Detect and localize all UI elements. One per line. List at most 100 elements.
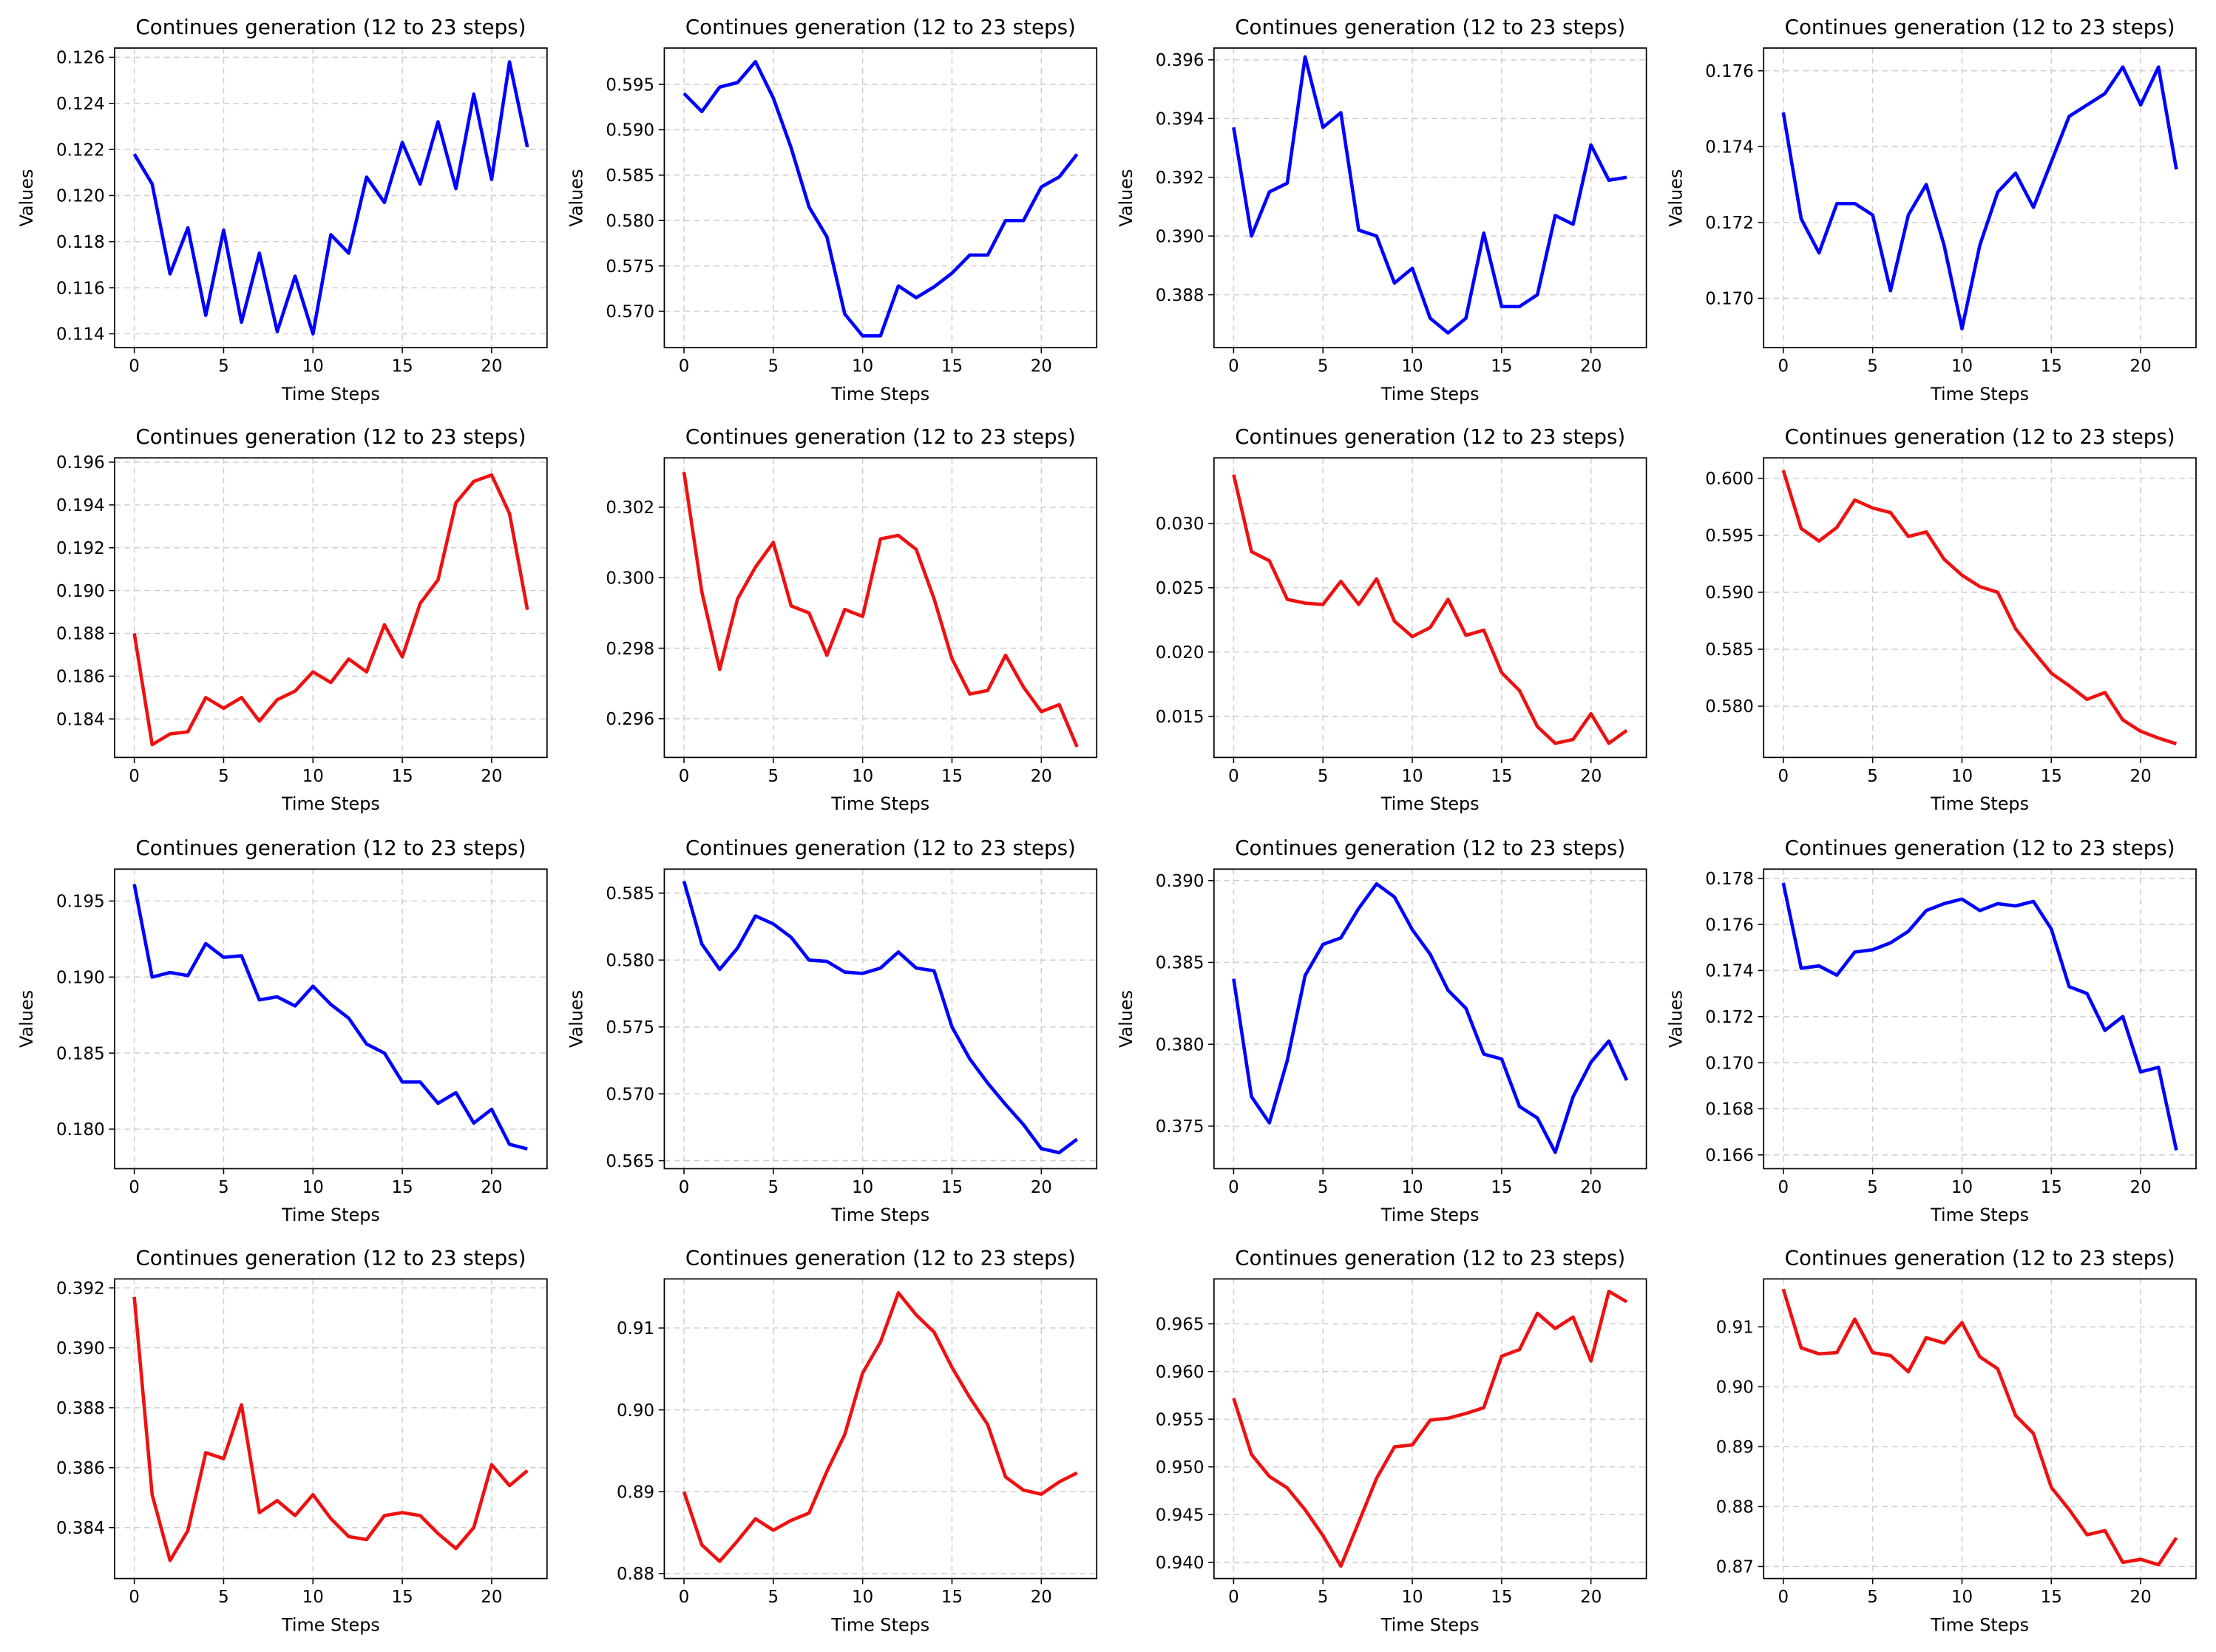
x-tick-label: 5 [768, 1178, 779, 1197]
y-tick-label: 0.90 [1716, 1378, 1754, 1398]
y-tick-label: 0.90 [617, 1401, 654, 1421]
x-tick-label: 5 [1318, 1588, 1329, 1607]
y-tick-label: 0.184 [56, 710, 105, 729]
y-axis-label: Values [566, 990, 587, 1048]
y-tick-label: 0.570 [606, 1085, 654, 1104]
chart-title: Continues generation (12 to 23 steps) [1785, 836, 2175, 860]
x-tick-label: 10 [852, 767, 873, 786]
y-tick-label: 0.124 [56, 95, 105, 114]
y-tick-label: 0.166 [1705, 1146, 1754, 1165]
y-tick-label: 0.396 [1156, 51, 1204, 70]
y-tick-label: 0.585 [606, 884, 654, 904]
x-axis-label: Time Steps [1930, 1614, 2029, 1635]
data-line [682, 880, 1079, 1155]
y-tick-label: 0.955 [1156, 1410, 1204, 1429]
subplot: 0 5 10 15 20 0.184 0.186 0.188 0.190 0.192 0.194 0.… [56, 424, 548, 814]
grid [1763, 1279, 2196, 1579]
x-tick-label: 20 [1031, 1178, 1052, 1197]
x-tick-label: 5 [1867, 767, 1878, 786]
grid [664, 47, 1097, 348]
chart-title: Continues generation (12 to 23 steps) [1235, 836, 1625, 860]
x-tick-label: 0 [1228, 1178, 1239, 1197]
x-tick-label: 15 [392, 1178, 413, 1197]
grid [1213, 869, 1647, 1169]
y-tick-label: 0.170 [1705, 1054, 1754, 1073]
y-tick-label: 0.118 [56, 233, 105, 252]
y-tick-label: 0.302 [606, 498, 654, 518]
y-tick-label: 0.585 [1705, 640, 1754, 660]
x-tick-label: 5 [1867, 357, 1878, 376]
x-tick-label: 5 [768, 767, 779, 786]
y-tick-label: 0.298 [606, 640, 654, 659]
plot-frame [1213, 1278, 1647, 1580]
x-tick-label: 0 [679, 357, 690, 376]
y-axis-label: Values [1665, 169, 1686, 227]
x-tick-label: 10 [1951, 1178, 1973, 1197]
x-tick-label: 0 [129, 1588, 140, 1607]
y-tick-label: 0.020 [1156, 643, 1204, 663]
plot-frame [114, 457, 548, 759]
x-axis-label: Time Steps [1380, 793, 1480, 814]
x-tick-label: 20 [1580, 1178, 1602, 1197]
x-tick-label: 20 [1031, 357, 1052, 376]
y-axis-label: Values [16, 169, 37, 227]
x-tick-label: 0 [679, 767, 690, 786]
x-tick-label: 5 [218, 357, 229, 376]
x-tick-label: 5 [768, 1588, 779, 1607]
x-tick-label: 0 [679, 1588, 690, 1607]
x-tick-label: 15 [1491, 357, 1512, 376]
grid [115, 458, 547, 758]
x-tick-label: 15 [1491, 1178, 1512, 1197]
grid [115, 47, 547, 348]
x-tick-label: 0 [129, 767, 140, 786]
y-tick-label: 0.390 [1156, 872, 1204, 891]
y-tick-label: 0.965 [1156, 1315, 1204, 1334]
subplot: 0 5 10 15 20 0.375 0.380 0.385 0.390 Continues ge… [1116, 836, 1647, 1225]
subplot: 0 5 10 15 20 0.015 0.020 0.025 0.030 Continues ge… [1156, 424, 1647, 814]
y-tick-label: 0.176 [1705, 915, 1754, 935]
subplot: 0 5 10 15 20 0.114 0.116 0.118 0.120 0.122 0.124 0.… [16, 15, 548, 404]
plot-frame [1763, 47, 2197, 348]
chart-title: Continues generation (12 to 23 steps) [1785, 1245, 2175, 1270]
x-tick-label: 20 [1031, 767, 1052, 786]
x-tick-label: 15 [941, 1588, 963, 1607]
data-line [132, 884, 528, 1151]
y-tick-label: 0.114 [56, 325, 105, 345]
x-tick-label: 20 [481, 1178, 502, 1197]
grid [1213, 47, 1647, 348]
plot-frame [114, 868, 548, 1170]
y-tick-label: 0.172 [1705, 1008, 1754, 1027]
y-tick-label: 0.176 [1705, 62, 1754, 81]
x-tick-label: 15 [2041, 1588, 2062, 1607]
y-tick-label: 0.380 [1156, 1035, 1204, 1054]
y-tick-label: 0.194 [56, 496, 105, 515]
y-tick-label: 0.385 [1156, 954, 1204, 973]
x-tick-label: 20 [481, 1588, 502, 1607]
y-tick-label: 0.88 [1716, 1498, 1754, 1517]
x-tick-label: 0 [1228, 1588, 1239, 1607]
x-tick-label: 20 [481, 767, 502, 786]
y-tick-label: 0.192 [56, 539, 105, 558]
x-tick-label: 20 [2130, 1588, 2152, 1607]
x-tick-label: 5 [1318, 767, 1329, 786]
y-tick-label: 0.575 [606, 257, 654, 277]
data-line [1232, 474, 1628, 745]
chart-title: Continues generation (12 to 23 steps) [1235, 424, 1625, 449]
x-axis-label: Time Steps [1380, 1205, 1480, 1225]
y-tick-label: 0.940 [1156, 1554, 1204, 1573]
plot-frame [1763, 868, 2197, 1170]
x-tick-label: 20 [481, 357, 502, 376]
x-tick-label: 15 [941, 767, 963, 786]
plot-frame [1213, 868, 1647, 1170]
y-tick-label: 0.570 [606, 302, 654, 322]
y-tick-label: 0.122 [56, 141, 105, 160]
data-line [1232, 1289, 1628, 1568]
x-tick-label: 15 [1491, 767, 1512, 786]
grid [115, 869, 547, 1169]
x-tick-label: 15 [2041, 1178, 2062, 1197]
subplot: 0 5 10 15 20 0.940 0.945 0.950 0.955 0.960 0.965 Co… [1156, 1245, 1647, 1635]
y-tick-label: 0.87 [1716, 1558, 1754, 1577]
y-tick-label: 0.950 [1156, 1458, 1204, 1477]
y-tick-label: 0.945 [1156, 1506, 1204, 1525]
